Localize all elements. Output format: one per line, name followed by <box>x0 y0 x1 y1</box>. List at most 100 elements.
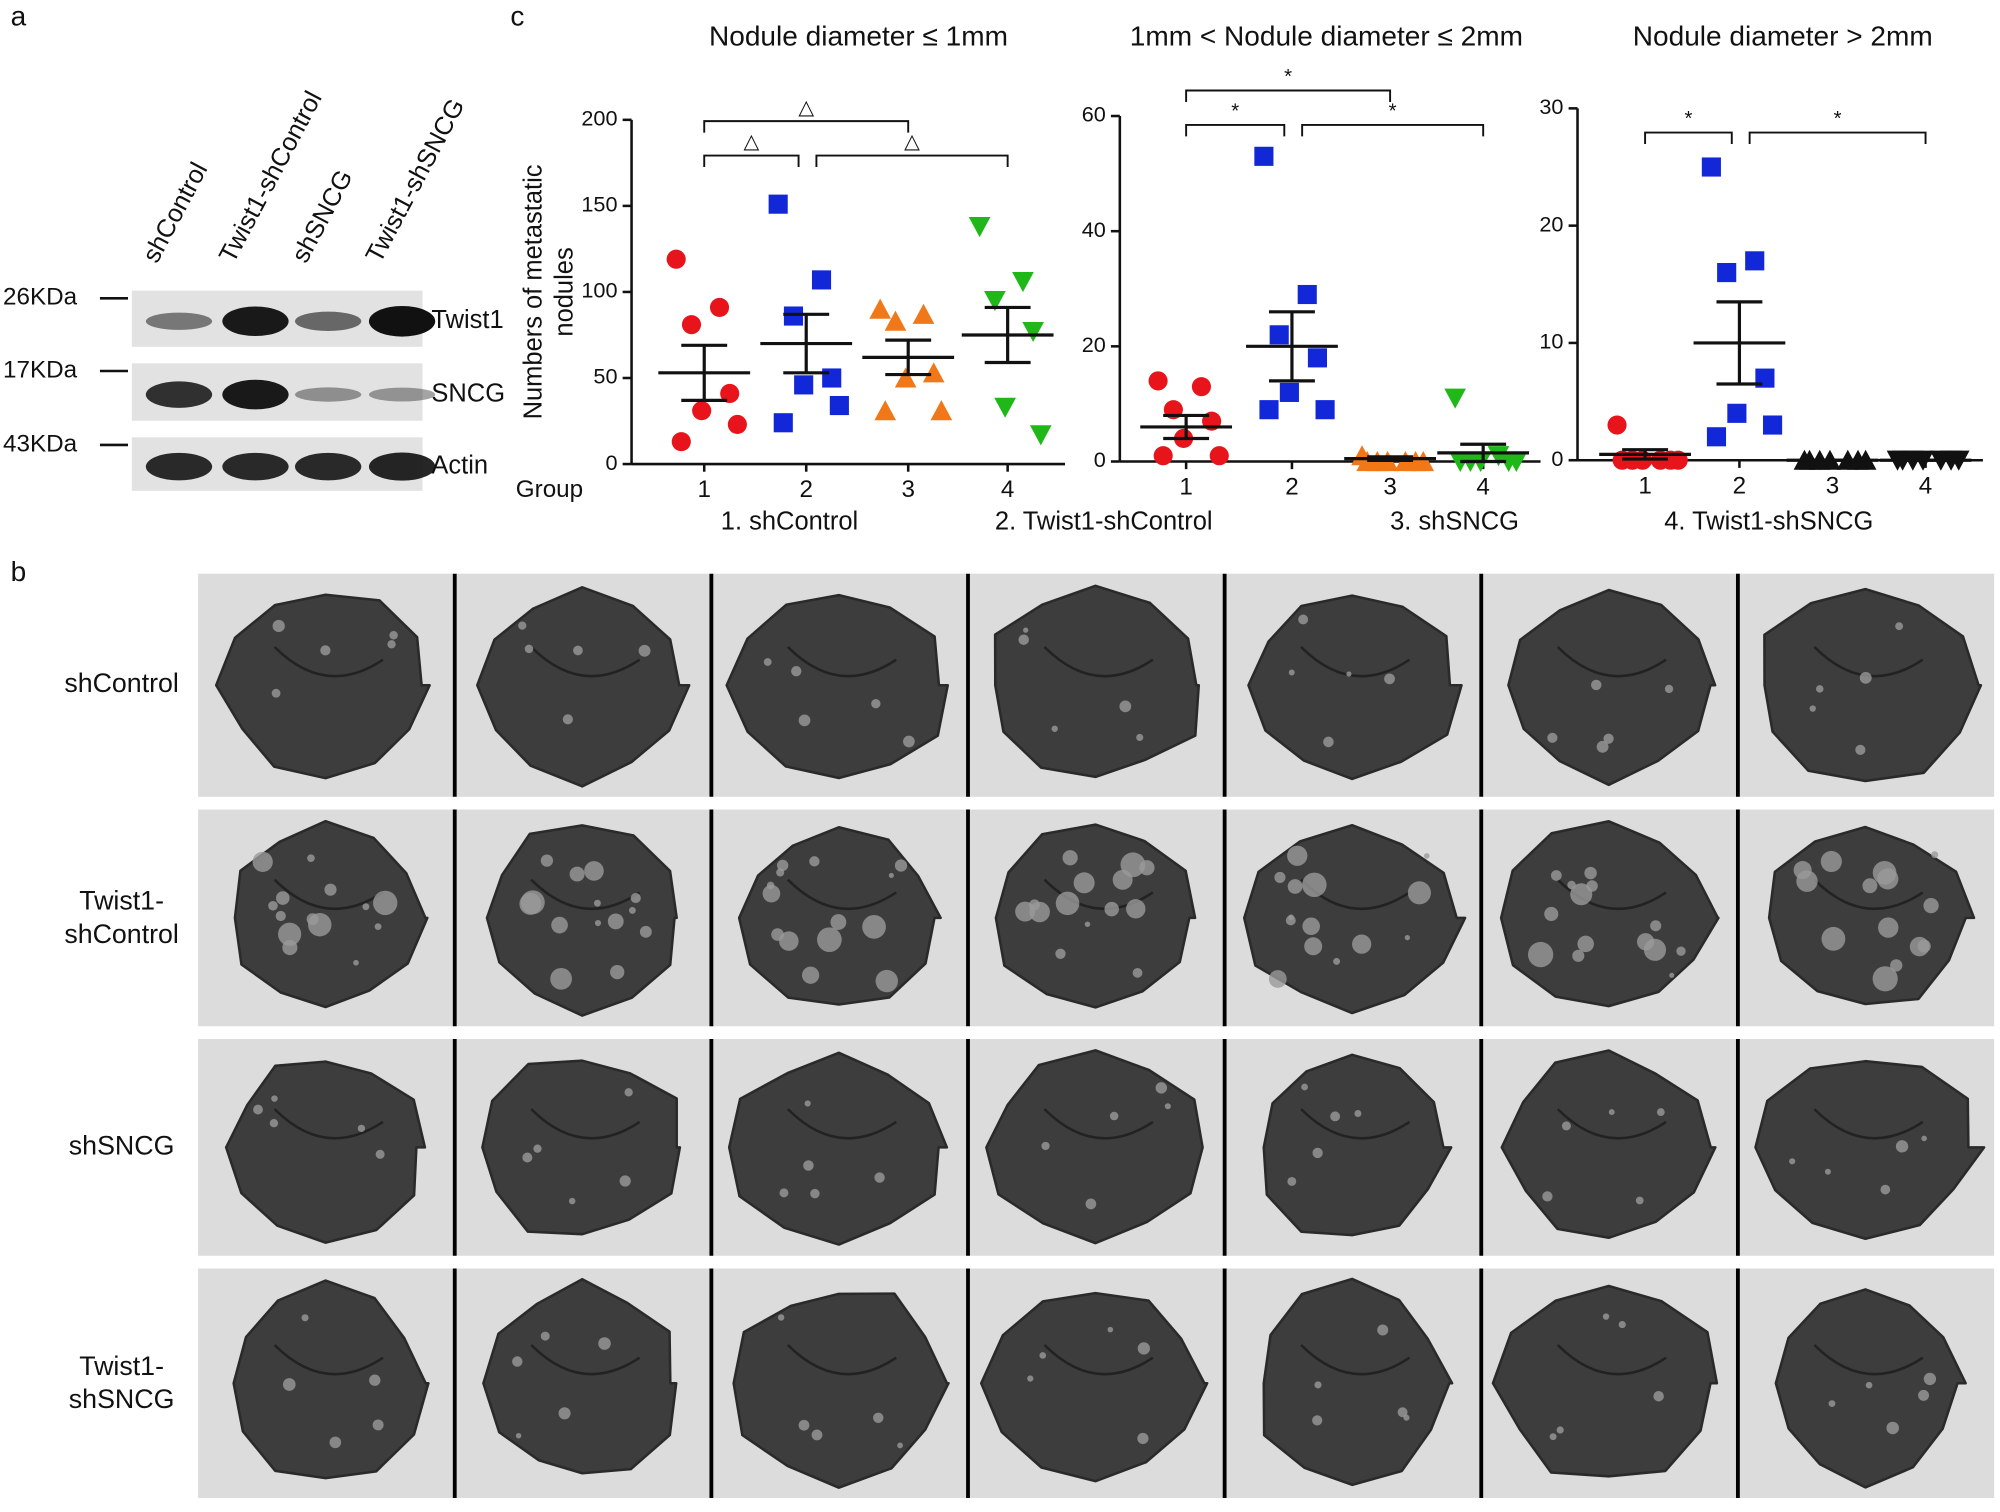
nodule-spot <box>1909 936 1930 957</box>
sem-bar <box>1163 413 1210 441</box>
significance-bracket <box>1301 123 1485 137</box>
lobe-line <box>1300 1344 1411 1376</box>
nodule-spot <box>369 1374 381 1386</box>
nodule-spot <box>269 1119 279 1128</box>
lobe-line <box>273 646 384 678</box>
nodule-spot <box>1268 970 1287 988</box>
lobe-line <box>1043 1108 1154 1140</box>
nodule-spot <box>779 931 799 951</box>
row-label-line: shControl <box>64 668 179 698</box>
nodule-spot <box>873 1412 884 1424</box>
data-point <box>1763 415 1783 435</box>
nodule-spot <box>1136 733 1144 742</box>
data-point <box>1315 400 1335 420</box>
nodule-spot <box>1288 669 1295 676</box>
nodule-spot <box>329 1436 342 1449</box>
data-point <box>1153 446 1173 466</box>
lung-photo <box>481 1059 682 1236</box>
sem-bar <box>885 338 932 377</box>
nodule-spot <box>763 658 772 666</box>
lung-photo <box>233 819 429 1009</box>
y-tick-label: 0 <box>605 450 617 475</box>
nodule-spot <box>1809 705 1816 712</box>
nodule-spot <box>568 1197 576 1205</box>
sem-bar <box>1367 455 1414 462</box>
x-tick-label: 3 <box>1826 472 1839 499</box>
lobe-line <box>273 878 384 911</box>
row-label-line: Twist1- <box>79 1351 164 1381</box>
lung-photo <box>1499 819 1720 1008</box>
x-tick-label: 4 <box>1001 476 1014 503</box>
significance-bracket <box>1644 131 1733 145</box>
nodule-spot <box>1923 1372 1937 1386</box>
nodule-spot <box>875 969 898 993</box>
nodule-spot <box>593 899 601 907</box>
nodule-spot <box>830 914 847 930</box>
lung-photo <box>1763 587 1983 783</box>
data-point <box>1307 348 1328 368</box>
data-point <box>709 297 730 317</box>
lane-label: Twist1-shSNCG <box>361 94 471 267</box>
nodule-spot <box>357 1124 366 1133</box>
lung-photo <box>1262 1053 1453 1237</box>
lobe-line <box>273 1344 384 1376</box>
data-point <box>773 413 793 433</box>
nodule-spot <box>1676 946 1686 956</box>
significance-label: △ <box>744 131 760 153</box>
nodule-spot <box>1865 1381 1873 1389</box>
nodule-spot <box>320 645 331 656</box>
lobe-line <box>1556 1108 1667 1140</box>
nodule-spot <box>1298 614 1309 625</box>
nodule-spot <box>1821 926 1846 951</box>
blot-band <box>294 311 362 331</box>
row-label: Twist1-shControl <box>64 886 179 949</box>
group-legend: 1. shControl <box>721 507 858 535</box>
nodule-spot <box>1636 933 1655 951</box>
nodule-spot <box>1039 1352 1047 1359</box>
nodule-spot <box>540 1331 550 1341</box>
nodule-spot <box>524 644 534 654</box>
data-point <box>1717 263 1737 283</box>
protein-label: Actin <box>431 451 488 479</box>
nodule-spot <box>275 910 286 922</box>
nodule-spot <box>1407 881 1431 905</box>
lung-photo <box>482 1277 678 1475</box>
nodule-spot <box>1570 883 1593 906</box>
nodule-spot <box>630 892 641 904</box>
nodule-spot <box>811 1429 823 1441</box>
chart-title: Nodule diameter ≤ 1mm <box>709 21 1008 52</box>
x-tick-label: 2 <box>799 476 812 503</box>
nodule-spot <box>533 1144 542 1153</box>
y-tick-label: 30 <box>1539 94 1563 119</box>
data-point <box>783 306 804 326</box>
nodule-spot <box>353 959 359 966</box>
nodule-spot <box>1544 906 1559 922</box>
data-point <box>912 303 935 324</box>
protein-label: SNCG <box>431 379 505 407</box>
nodule-spot <box>1618 1320 1626 1329</box>
lung-photo <box>476 586 691 788</box>
nodule-spot <box>1302 872 1327 898</box>
significance-bracket <box>1748 131 1927 145</box>
nodule-spot <box>540 854 554 867</box>
nodule-spot <box>810 1188 820 1199</box>
nodule-spot <box>1354 1110 1362 1118</box>
protein-label: Twist1 <box>431 306 503 334</box>
nodule-spot <box>1603 733 1614 744</box>
data-point <box>884 310 907 331</box>
x-tick-label: 1 <box>1179 474 1192 501</box>
significance-bracket <box>1185 89 1392 102</box>
data-point <box>984 290 1006 312</box>
nodule-spot <box>1572 949 1585 962</box>
nodule-spot <box>639 925 652 938</box>
nodule-spot <box>375 1149 385 1159</box>
nodule-spot <box>1789 1158 1796 1165</box>
lung-photo <box>732 1292 950 1489</box>
significance-label: * <box>1834 108 1842 130</box>
nodule-spot <box>271 1095 278 1102</box>
nodule-spot <box>1635 1196 1644 1205</box>
data-point <box>1148 371 1168 391</box>
data-point <box>968 216 991 238</box>
lung-photo <box>1767 825 1976 1006</box>
nodule-spot <box>1608 1109 1615 1116</box>
